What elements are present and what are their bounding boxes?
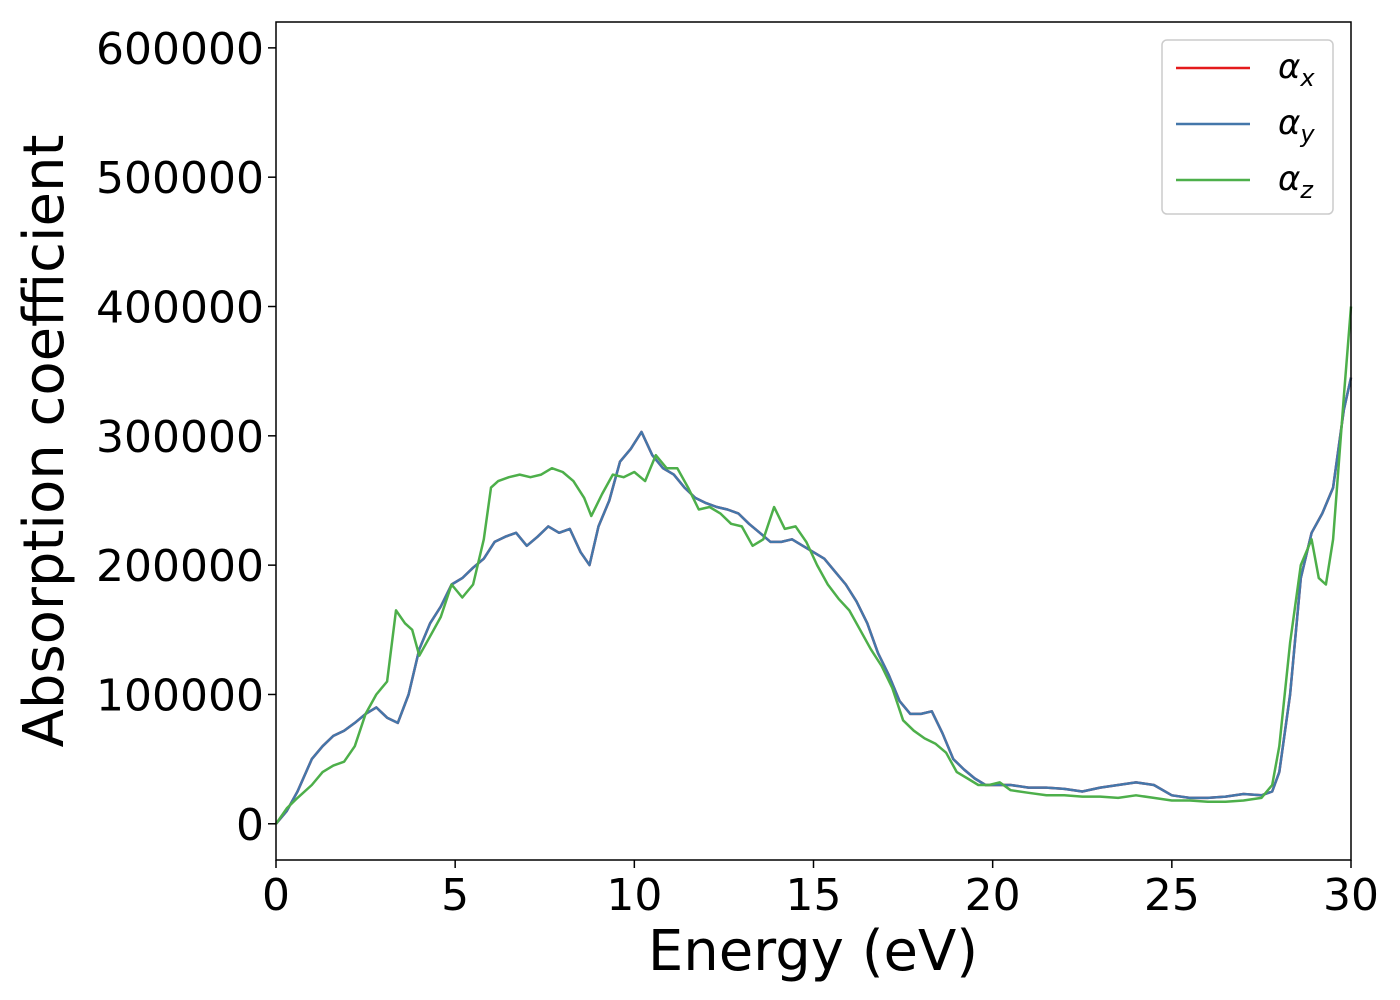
x-tick-label: 25 <box>1144 870 1200 921</box>
y-tick-label: 0 <box>236 800 264 851</box>
legend-label-y: αy <box>1278 103 1315 148</box>
x-tick-label: 20 <box>965 870 1021 921</box>
legend: αx αy αz <box>1161 39 1334 215</box>
x-tick-label: 15 <box>786 870 842 921</box>
legend-label-x: αx <box>1278 47 1315 92</box>
x-tick-label: 5 <box>441 870 469 921</box>
x-axis: 0 5 10 15 20 25 30 <box>262 860 1379 921</box>
plot-frame <box>275 21 1352 861</box>
y-axis: 0 100000 200000 300000 400000 500000 600000 <box>96 24 276 851</box>
y-tick-label: 300000 <box>96 412 264 463</box>
y-tick-label: 400000 <box>96 283 264 334</box>
x-tick-label: 30 <box>1323 870 1379 921</box>
y-tick-label: 600000 <box>96 24 264 75</box>
x-tick-label: 10 <box>606 870 662 921</box>
x-tick-label: 0 <box>262 870 290 921</box>
y-axis-title: Absorption coefficient <box>12 135 77 748</box>
series-line-z <box>274 306 1353 825</box>
y-tick-label: 500000 <box>96 153 264 204</box>
y-tick-label: 200000 <box>96 541 264 592</box>
y-tick-label: 100000 <box>96 670 264 721</box>
legend-box <box>1161 39 1334 215</box>
series-group <box>274 306 1353 825</box>
x-axis-title: Energy (eV) <box>648 919 978 984</box>
legend-label-z: αz <box>1278 159 1314 204</box>
